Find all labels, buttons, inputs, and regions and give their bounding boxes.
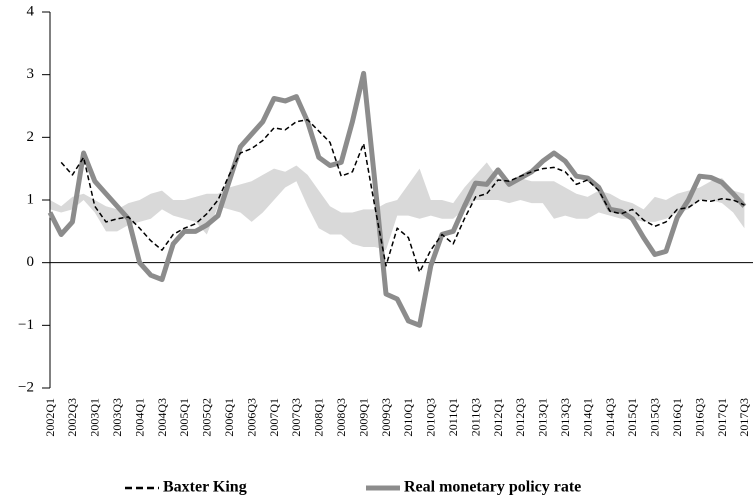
- x-tick-label: 2013Q3: [558, 398, 572, 437]
- x-tick-label: 2008Q3: [334, 398, 348, 437]
- x-tick-label: 2014Q3: [603, 398, 617, 437]
- x-tick-label: 2002Q3: [65, 398, 79, 437]
- x-tick-label: 2012Q1: [491, 398, 505, 437]
- x-tick-label: 2009Q3: [379, 398, 393, 437]
- x-tick-label: 2009Q1: [356, 398, 370, 437]
- x-tick-label: 2005Q1: [177, 398, 191, 437]
- y-tick-label: −1: [18, 317, 34, 333]
- y-tick-label: 1: [27, 191, 35, 207]
- y-tick-label: 3: [27, 66, 35, 82]
- x-tick-label: 2006Q3: [244, 398, 258, 437]
- x-tick-label: 2010Q1: [401, 398, 415, 437]
- x-tick-label: 2005Q2: [200, 398, 214, 437]
- y-tick-label: 4: [27, 3, 35, 19]
- y-tick-label: −2: [18, 379, 34, 395]
- x-tick-label: 2008Q1: [312, 398, 326, 437]
- x-tick-label: 2011Q3: [468, 398, 482, 436]
- x-tick-label: 2015Q1: [625, 398, 639, 437]
- x-tick-label: 2017Q3: [737, 398, 751, 437]
- x-tick-label: 2004Q1: [132, 398, 146, 437]
- x-tick-label: 2017Q1: [715, 398, 729, 437]
- legend-label: Baxter King: [163, 479, 247, 496]
- x-tick-label: 2003Q3: [110, 398, 124, 437]
- x-tick-label: 2010Q3: [424, 398, 438, 437]
- x-tick-label: 2002Q1: [43, 398, 57, 437]
- x-tick-label: 2004Q3: [155, 398, 169, 437]
- y-tick-label: 2: [27, 129, 35, 145]
- x-tick-label: 2007Q1: [267, 398, 281, 437]
- y-tick-label: 0: [27, 254, 35, 270]
- series-line: [60, 119, 745, 273]
- band-area: [50, 162, 745, 251]
- x-tick-label: 2011Q1: [446, 398, 460, 436]
- x-tick-label: 2016Q3: [692, 398, 706, 437]
- x-tick-label: 2006Q1: [222, 398, 236, 437]
- x-tick-label: 2014Q1: [580, 398, 594, 437]
- series-line: [47, 70, 747, 328]
- x-tick-label: 2015Q3: [648, 398, 662, 437]
- x-tick-label: 2012Q3: [513, 398, 527, 437]
- x-tick-label: 2007Q3: [289, 398, 303, 437]
- x-tick-label: 2003Q1: [88, 398, 102, 437]
- legend-label: Real monetary policy rate: [404, 479, 581, 496]
- x-tick-label: 2016Q1: [670, 398, 684, 437]
- x-tick-label: 2013Q1: [536, 398, 550, 437]
